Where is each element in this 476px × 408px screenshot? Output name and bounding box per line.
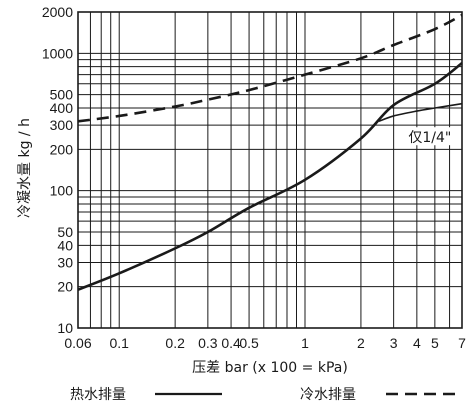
y-tick-label: 30 [57, 254, 73, 270]
annotations: 仅1/4" [407, 127, 452, 146]
x-tick-label: 5 [431, 335, 439, 351]
x-tick-label: 0.2 [165, 335, 185, 351]
x-tick-label: 3 [390, 335, 398, 351]
y-tick-label: 50 [57, 224, 73, 240]
x-tick-label: 1 [301, 335, 309, 351]
series-layer [77, 13, 463, 291]
plot-frame [77, 11, 463, 329]
y-tick-label: 2000 [42, 4, 73, 20]
series-line-cold-water [77, 13, 463, 123]
y-tick-label: 40 [57, 237, 73, 253]
x-tick-label: 2 [357, 335, 365, 351]
x-tick-label: 0.06 [64, 335, 91, 351]
legend-label-cold: 冷水排量 [300, 387, 356, 403]
legend-label-hot: 热水排量 [70, 387, 126, 403]
x-tick-label: 0.4 [221, 335, 241, 351]
x-axis-title: 压差 bar (x 100 = kPa) [192, 360, 348, 376]
y-tick-label: 400 [50, 100, 74, 116]
y-tick-label: 100 [50, 183, 74, 199]
annotation-quarter-inch: 仅1/4" [408, 130, 451, 146]
legend: 热水排量 冷水排量 [70, 387, 456, 403]
y-axis-title: 冷凝水量 kg / h [17, 118, 33, 218]
y-tick-label: 10 [57, 320, 73, 336]
y-tick-label: 500 [50, 87, 74, 103]
x-tick-label: 0.5 [239, 335, 259, 351]
x-tick-label: 0.1 [109, 335, 129, 351]
x-tick-label: 7 [458, 335, 466, 351]
series-line-hot-water [77, 61, 463, 291]
grid [77, 11, 463, 329]
y-tick-label: 200 [50, 141, 74, 157]
y-tick-label: 1000 [42, 45, 73, 61]
x-tick-label: 0.3 [198, 335, 218, 351]
x-tick-label: 4 [413, 335, 421, 351]
annotation-bg [407, 127, 452, 146]
series-line-quarter-inch [378, 102, 463, 123]
y-tick-label: 300 [50, 117, 74, 133]
y-tick-label: 20 [57, 279, 73, 295]
